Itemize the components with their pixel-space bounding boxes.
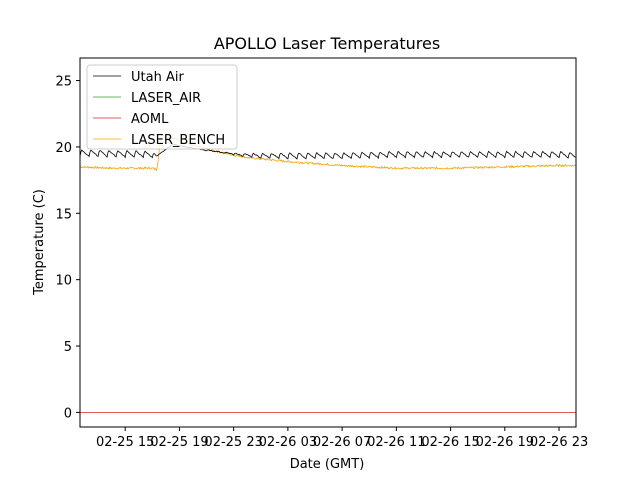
y-tick-label: 5 <box>64 340 72 355</box>
plot-frame <box>79 57 577 428</box>
series-line-utah-air <box>79 143 576 160</box>
y-axis: 0 5 10 15 20 25 <box>55 75 80 421</box>
y-axis-label: Temperature (C) <box>32 189 47 296</box>
x-tick-label: 02-26 11 <box>367 435 425 450</box>
legend-label: Utah Air <box>131 70 184 85</box>
y-tick-label: 25 <box>55 75 72 90</box>
legend-label: AOML <box>131 112 169 127</box>
x-tick-label: 02-26 23 <box>530 435 588 450</box>
x-tick-label: 02-26 03 <box>259 435 317 450</box>
plot-area <box>79 133 576 413</box>
y-tick-label: 0 <box>64 406 72 421</box>
y-tick-label: 20 <box>55 141 72 156</box>
legend: Utah Air LASER_AIR AOML LASER_BENCH <box>86 64 238 150</box>
x-axis-label: Date (GMT) <box>290 457 365 472</box>
x-tick-label: 02-25 19 <box>150 435 208 450</box>
x-tick-label: 02-25 23 <box>204 435 262 450</box>
x-tick-label: 02-25 15 <box>96 435 154 450</box>
legend-label: LASER_BENCH <box>131 133 225 148</box>
x-tick-label: 02-26 15 <box>421 435 479 450</box>
x-tick-label: 02-26 19 <box>476 435 534 450</box>
legend-box <box>86 64 238 150</box>
x-tick-label: 02-26 07 <box>313 435 371 450</box>
y-tick-label: 10 <box>55 274 72 289</box>
legend-label: LASER_AIR <box>131 91 201 106</box>
chart-title: APOLLO Laser Temperatures <box>214 34 440 53</box>
y-tick-label: 15 <box>55 207 72 222</box>
